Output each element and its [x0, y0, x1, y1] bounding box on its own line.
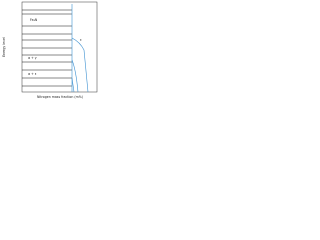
- region-label: α + γ: [28, 56, 37, 60]
- region-label: Fe₄N: [30, 18, 38, 22]
- phase-boundaries: [71, 4, 89, 93]
- figure: Energy level Nitrogen mass fraction (m%)…: [2, 1, 98, 99]
- boundary-curve: [71, 59, 79, 93]
- plot-frame: [21, 1, 98, 93]
- boundary-curve: [71, 37, 89, 93]
- energy-levels: [22, 9, 72, 87]
- y-axis-label: Energy level: [2, 37, 6, 57]
- x-axis-label: Nitrogen mass fraction (m%): [37, 95, 83, 99]
- boundary-curve: [71, 77, 75, 93]
- region-label: ε: [80, 38, 82, 42]
- region-label: α + ε: [28, 72, 37, 76]
